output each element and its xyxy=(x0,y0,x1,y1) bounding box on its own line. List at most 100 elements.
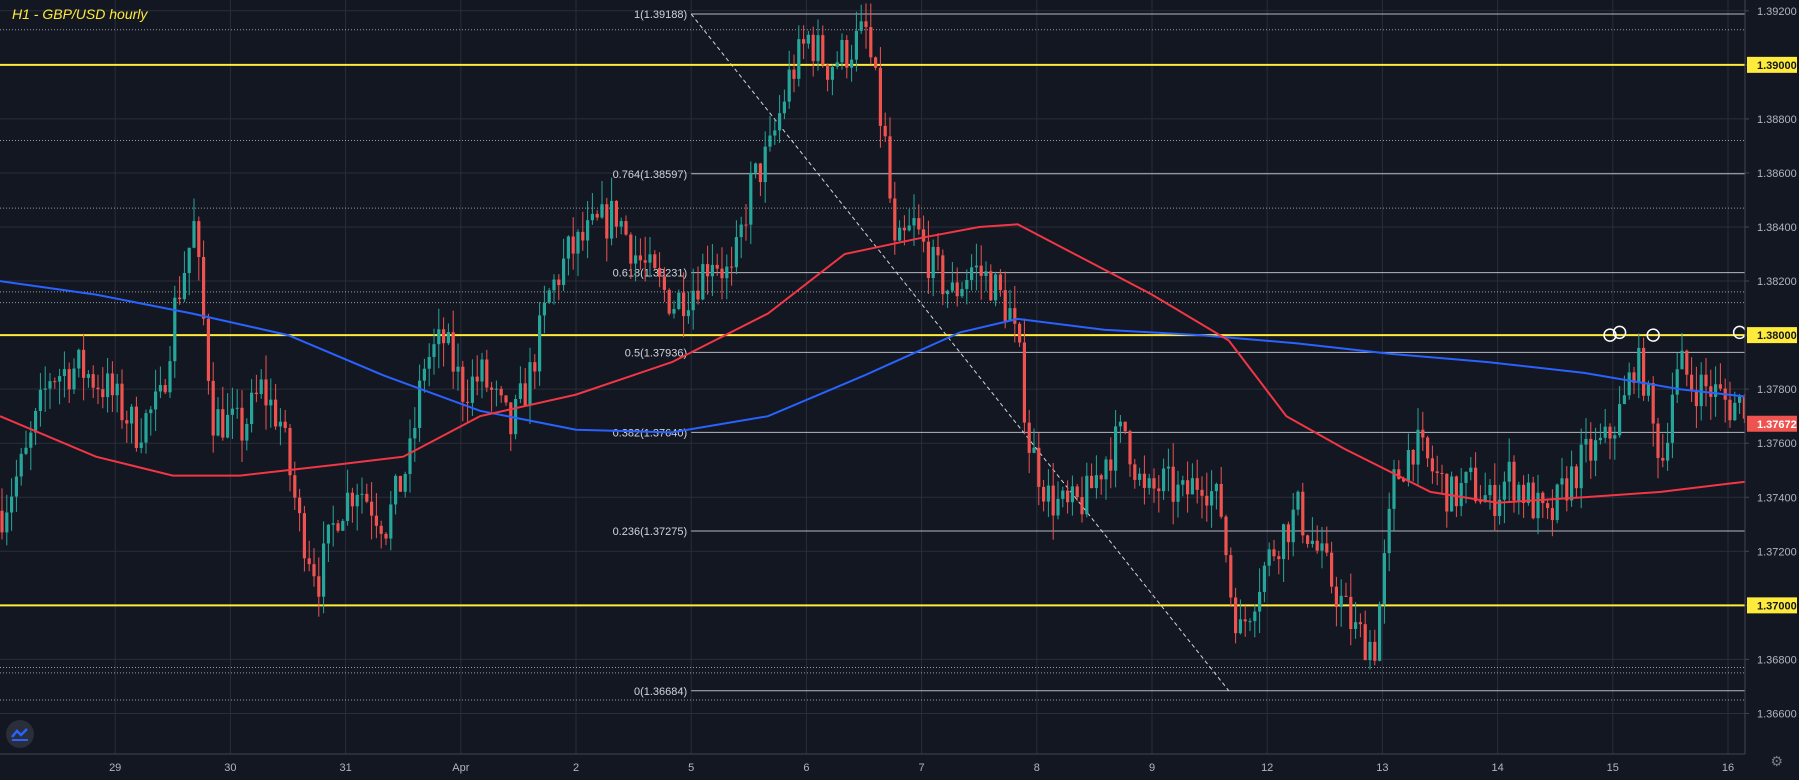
candle-body xyxy=(422,368,426,381)
candle-body xyxy=(427,356,431,369)
candle-body xyxy=(1392,469,1396,509)
candle xyxy=(758,162,762,197)
candle-body xyxy=(43,388,47,390)
candle-body xyxy=(110,373,114,396)
candle-body xyxy=(672,308,676,314)
candle xyxy=(763,131,767,203)
candle xyxy=(1642,337,1646,401)
candle-body xyxy=(269,399,273,406)
candle xyxy=(418,364,422,442)
candle-body xyxy=(1459,482,1463,507)
candle-body xyxy=(1099,475,1103,480)
candle xyxy=(77,348,81,378)
candle xyxy=(1291,493,1295,557)
candle xyxy=(53,377,57,389)
level-price-tag-label: 1.39000 xyxy=(1757,60,1797,72)
tradingview-logo-icon[interactable] xyxy=(6,720,34,748)
candle xyxy=(1099,473,1103,495)
candle xyxy=(979,245,983,300)
candle-body xyxy=(1680,350,1684,370)
candle xyxy=(1282,523,1286,582)
candle-body xyxy=(787,69,791,102)
candle xyxy=(1104,456,1108,500)
candle-body xyxy=(178,297,182,300)
time-tick-label: 15 xyxy=(1607,762,1619,774)
candle xyxy=(346,469,350,526)
candle-body xyxy=(989,271,993,301)
candle xyxy=(696,266,700,305)
candle-body xyxy=(211,380,215,436)
level-price-tag xyxy=(1747,327,1797,344)
candle-body xyxy=(77,349,81,369)
candle-body xyxy=(144,413,148,443)
fib-level-label: 0(1.36684) xyxy=(634,686,687,698)
candle xyxy=(672,300,676,319)
candle xyxy=(1253,604,1257,638)
candle xyxy=(1488,479,1492,510)
candle-body xyxy=(1118,421,1122,427)
candle-body xyxy=(586,220,590,241)
candle-body xyxy=(701,264,705,300)
candle-body xyxy=(562,258,566,286)
candle xyxy=(34,408,38,446)
candle-body xyxy=(408,438,412,474)
candle-body xyxy=(1042,486,1046,502)
candle xyxy=(427,343,431,387)
candle-body xyxy=(1186,480,1190,495)
candle xyxy=(230,387,234,439)
candle-body xyxy=(706,264,710,277)
candle xyxy=(739,216,743,259)
candle-body xyxy=(806,34,810,44)
candle xyxy=(1382,539,1386,624)
price-tick-label: 1.37200 xyxy=(1757,546,1797,558)
candle xyxy=(278,408,282,446)
candle-body xyxy=(1210,491,1214,506)
candle-body xyxy=(216,409,220,436)
candle-body xyxy=(509,402,513,435)
settings-gear-icon[interactable]: ⚙ xyxy=(1770,753,1783,769)
candle-body xyxy=(1291,509,1295,543)
candle xyxy=(1618,386,1622,438)
candle-body xyxy=(302,513,306,559)
candle-body xyxy=(590,213,594,221)
current-price-label: 1.37672 xyxy=(1757,419,1797,431)
candle-body xyxy=(58,376,62,382)
candle xyxy=(845,35,849,79)
candle-body xyxy=(547,290,551,303)
candle xyxy=(221,386,225,441)
candle xyxy=(1392,459,1396,531)
candle xyxy=(48,373,52,409)
candle-body xyxy=(1008,308,1012,321)
candle-body xyxy=(1200,489,1204,496)
candle-body xyxy=(557,279,561,286)
candle xyxy=(1651,376,1655,447)
candle-body xyxy=(360,493,364,495)
candle-body xyxy=(720,268,724,279)
candle xyxy=(883,112,887,143)
candle-body xyxy=(912,218,916,226)
candle xyxy=(163,379,167,395)
candle-body xyxy=(734,237,738,268)
candle-body xyxy=(1507,461,1511,482)
candle-body xyxy=(379,525,383,534)
candle-body xyxy=(168,361,172,393)
candle-body xyxy=(950,282,954,291)
candle-body xyxy=(874,57,878,68)
candle xyxy=(216,397,220,437)
candle-body xyxy=(1195,478,1199,490)
candle xyxy=(965,269,969,305)
candle-body xyxy=(1579,444,1583,489)
chart-title: H1 - GBP/USD hourly xyxy=(12,6,148,22)
candle xyxy=(38,373,42,427)
candle xyxy=(130,403,134,444)
price-tick-label: 1.37800 xyxy=(1757,384,1797,396)
candle-body xyxy=(1656,423,1660,458)
candle xyxy=(701,253,705,301)
candle xyxy=(398,475,402,492)
candle-body xyxy=(1598,437,1602,441)
candle-body xyxy=(10,496,14,513)
candle-body xyxy=(163,385,167,393)
candle xyxy=(1022,318,1026,435)
candle-body xyxy=(1469,467,1473,473)
